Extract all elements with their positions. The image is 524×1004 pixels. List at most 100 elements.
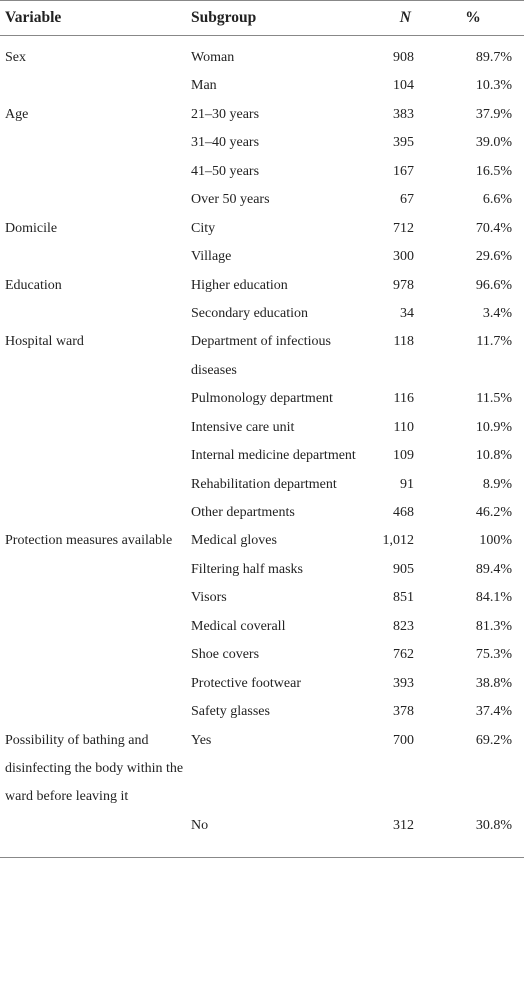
empty-cell — [0, 300, 191, 328]
empty-cell — [0, 243, 191, 271]
table-row: Hospital ward Department of infectious di… — [0, 328, 524, 385]
table-row: Safety glasses 378 37.4% — [0, 698, 524, 726]
subgroup-cell: Filtering half masks — [191, 561, 303, 577]
empty-cell — [0, 584, 191, 612]
table-row: Rehabilitation department 91 8.9% — [0, 471, 524, 499]
column-header: Variable — [5, 9, 62, 26]
table-row: Man 104 10.3% — [0, 72, 524, 100]
column-header: N — [399, 9, 411, 26]
table-body: Sex Woman 908 89.7% Man 104 10.3% Age 21–30 year… — [0, 36, 524, 858]
count-cell: 104 — [393, 78, 414, 94]
table-row: Shoe covers 762 75.3% — [0, 641, 524, 669]
empty-cell — [0, 129, 191, 157]
data-table: Variable Subgroup N % Sex Woman 908 89.7% Ma… — [0, 0, 524, 858]
count-cell: 978 — [393, 277, 414, 293]
empty-cell — [0, 442, 191, 470]
percent-cell: 29.6% — [475, 249, 512, 265]
count-cell: 67 — [400, 192, 414, 208]
percent-cell: 6.6% — [482, 192, 512, 208]
count-cell: 395 — [393, 135, 414, 151]
count-cell: 393 — [393, 675, 414, 691]
percent-cell: 30.8% — [475, 817, 512, 833]
empty-cell — [0, 641, 191, 669]
count-cell: 378 — [393, 704, 414, 720]
variable-cell: Age — [5, 106, 29, 122]
subgroup-cell: Safety glasses — [191, 704, 270, 720]
percent-cell: 96.6% — [475, 277, 512, 293]
table-row: 41–50 years 167 16.5% — [0, 158, 524, 186]
table-row: Village 300 29.6% — [0, 243, 524, 271]
count-cell: 468 — [393, 505, 414, 520]
header-row: Variable Subgroup N % — [0, 0, 524, 36]
table-row: Sex Woman 908 89.7% — [0, 36, 524, 73]
variable-cell: Protection measures available — [5, 533, 173, 549]
percent-cell: 38.8% — [475, 675, 512, 691]
subgroup-cell: Secondary education — [191, 305, 309, 321]
empty-cell — [0, 471, 191, 499]
empty-cell — [0, 385, 191, 413]
variable-cell: Sex — [5, 50, 26, 65]
subgroup-cell: Yes — [191, 732, 212, 748]
table-row: 31–40 years 395 39.0% — [0, 129, 524, 157]
count-cell: 167 — [393, 163, 414, 179]
empty-cell — [0, 499, 191, 527]
count-cell: 300 — [393, 249, 414, 265]
percent-cell: 37.9% — [475, 106, 512, 122]
table-row: Filtering half masks 905 89.4% — [0, 556, 524, 584]
column-header: % — [465, 9, 481, 26]
percent-cell: 10.3% — [475, 78, 512, 94]
table-row: Protection measures available Medical glo… — [0, 527, 524, 555]
subgroup-cell: Other departments — [191, 505, 295, 520]
subgroup-cell: Protective footwear — [191, 675, 302, 691]
subgroup-cell: No — [191, 817, 209, 833]
table-row: Visors 851 84.1% — [0, 584, 524, 612]
subgroup-cell: Village — [191, 249, 232, 265]
count-cell: 34 — [400, 305, 414, 321]
percent-cell: 100% — [479, 533, 512, 549]
count-cell: 109 — [393, 448, 414, 464]
percent-cell: 3.4% — [482, 305, 512, 321]
percent-cell: 75.3% — [475, 647, 512, 663]
percent-cell: 89.4% — [475, 561, 512, 577]
percent-cell: 11.5% — [476, 391, 512, 407]
variable-cell: Hospital ward — [5, 334, 84, 350]
count-cell: 712 — [393, 220, 414, 236]
table-row: Other departments 468 46.2% — [0, 499, 524, 527]
table-row: Age 21–30 years 383 37.9% — [0, 101, 524, 129]
count-cell: 905 — [393, 561, 414, 577]
count-cell: 851 — [393, 590, 414, 606]
empty-cell — [0, 670, 191, 698]
subgroup-cell: Woman — [191, 50, 235, 65]
count-cell: 312 — [393, 817, 414, 833]
percent-cell: 70.4% — [475, 220, 512, 236]
table-header: Variable Subgroup N % — [0, 0, 524, 36]
subgroup-cell: Department of infectious diseases — [191, 334, 331, 378]
empty-cell — [0, 613, 191, 641]
empty-cell — [0, 812, 191, 858]
percent-cell: 16.5% — [475, 163, 512, 179]
subgroup-cell: Rehabilitation department — [191, 476, 337, 492]
count-cell: 383 — [393, 106, 414, 122]
table-row: No 312 30.8% — [0, 812, 524, 858]
table-row: Possibility of bathing and disinfecting … — [0, 727, 524, 812]
table-row: Pulmonology department 116 11.5% — [0, 385, 524, 413]
count-cell: 118 — [393, 334, 414, 350]
percent-cell: 46.2% — [475, 505, 512, 520]
subgroup-cell: 41–50 years — [191, 163, 260, 179]
count-cell: 762 — [393, 647, 414, 663]
empty-cell — [0, 556, 191, 584]
variable-cell: Education — [5, 277, 62, 293]
subgroup-cell: Internal medicine department — [191, 448, 356, 464]
count-cell: 116 — [393, 391, 414, 407]
percent-cell: 89.7% — [475, 50, 512, 65]
empty-cell — [0, 158, 191, 186]
percent-cell: 81.3% — [475, 618, 512, 634]
variable-cell: Possibility of bathing and disinfecting … — [5, 732, 184, 805]
count-cell: 110 — [393, 419, 414, 435]
percent-cell: 10.8% — [475, 448, 512, 464]
table-row: Intensive care unit 110 10.9% — [0, 414, 524, 442]
table-row: Over 50 years 67 6.6% — [0, 186, 524, 214]
subgroup-cell: Medical gloves — [191, 533, 277, 549]
subgroup-cell: Higher education — [191, 277, 288, 293]
count-cell: 908 — [393, 50, 414, 65]
